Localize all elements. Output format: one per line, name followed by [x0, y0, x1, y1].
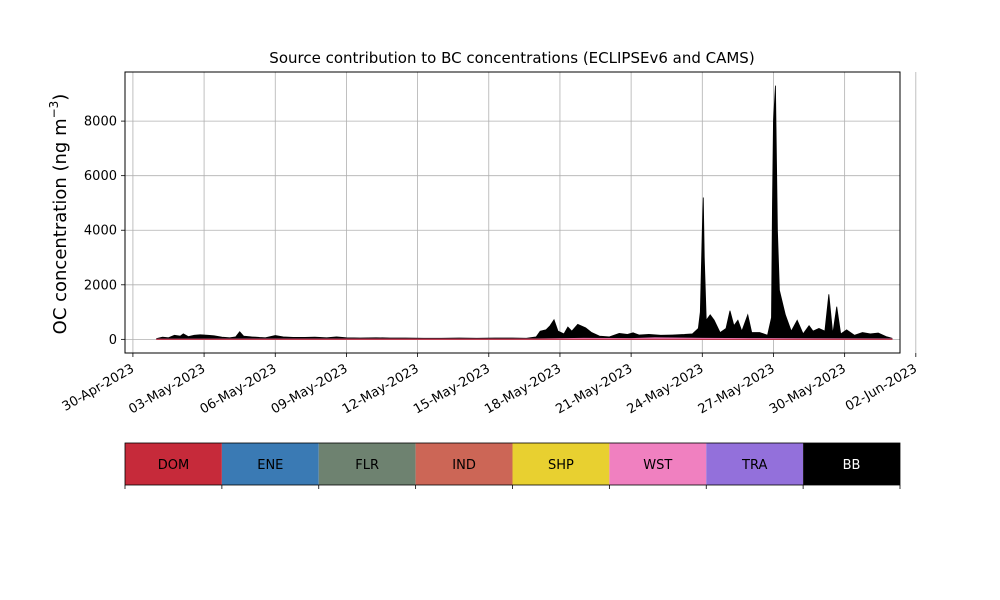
legend-swatch-shp [512, 443, 610, 485]
x-tick-label: 03-May-2023 [126, 361, 208, 417]
legend-label-shp: SHP [548, 458, 574, 473]
legend-swatch-flr [318, 443, 416, 485]
x-tick-label: 09-May-2023 [269, 361, 351, 417]
chart-title: Source contribution to BC concentrations… [269, 49, 754, 67]
x-tick-label: 30-May-2023 [767, 361, 849, 417]
x-tick-label: 24-May-2023 [625, 361, 707, 417]
legend-label-tra: TRA [741, 458, 767, 473]
legend-label-dom: DOM [158, 458, 189, 473]
y-tick-label: 0 [109, 333, 117, 348]
legend-swatch-dom [125, 443, 222, 485]
grid-lines [125, 72, 917, 353]
legend-swatch-ene [221, 443, 319, 485]
y-axis-label-close: ) [50, 94, 71, 101]
x-axis: 30-Apr-202303-May-202306-May-202309-May-… [60, 353, 920, 417]
legend-swatch-bb [803, 443, 900, 485]
x-tick-label: 02-Jun-2023 [843, 361, 920, 414]
y-axis-label-main: OC concentration (ng m [50, 118, 71, 334]
legend-label-ene: ENE [257, 458, 283, 473]
x-tick-label: 27-May-2023 [696, 361, 778, 417]
y-tick-label: 6000 [84, 169, 117, 184]
legend-label-wst: WST [643, 458, 672, 473]
series-areas [156, 85, 893, 340]
plot-frame [124, 71, 901, 354]
legend: DOM ENE FLR IND SHP WST TRA BB [124, 442, 901, 489]
x-tick-label: 06-May-2023 [198, 361, 280, 417]
x-tick-label: 15-May-2023 [411, 361, 493, 417]
legend-label-bb: BB [843, 458, 861, 473]
y-axis-label: OC concentration (ng m−3) [47, 94, 71, 335]
y-tick-label: 4000 [84, 224, 117, 239]
series-area-bb [156, 85, 893, 340]
legend-swatch-tra [706, 443, 804, 485]
x-tick-label: 30-Apr-2023 [60, 361, 137, 414]
legend-swatch-wst [609, 443, 707, 485]
y-axis: 0 2000 4000 6000 8000 [84, 115, 125, 348]
legend-label-flr: FLR [355, 458, 379, 473]
legend-label-ind: IND [452, 458, 476, 473]
x-tick-label: 21-May-2023 [553, 361, 635, 417]
y-tick-label: 8000 [84, 115, 117, 130]
x-tick-label: 12-May-2023 [340, 361, 422, 417]
legend-frame [124, 442, 901, 486]
y-axis-label-superscript: −3 [47, 101, 61, 119]
legend-swatch-ind [415, 443, 513, 485]
y-tick-label: 2000 [84, 278, 117, 293]
x-tick-label: 18-May-2023 [482, 361, 564, 417]
